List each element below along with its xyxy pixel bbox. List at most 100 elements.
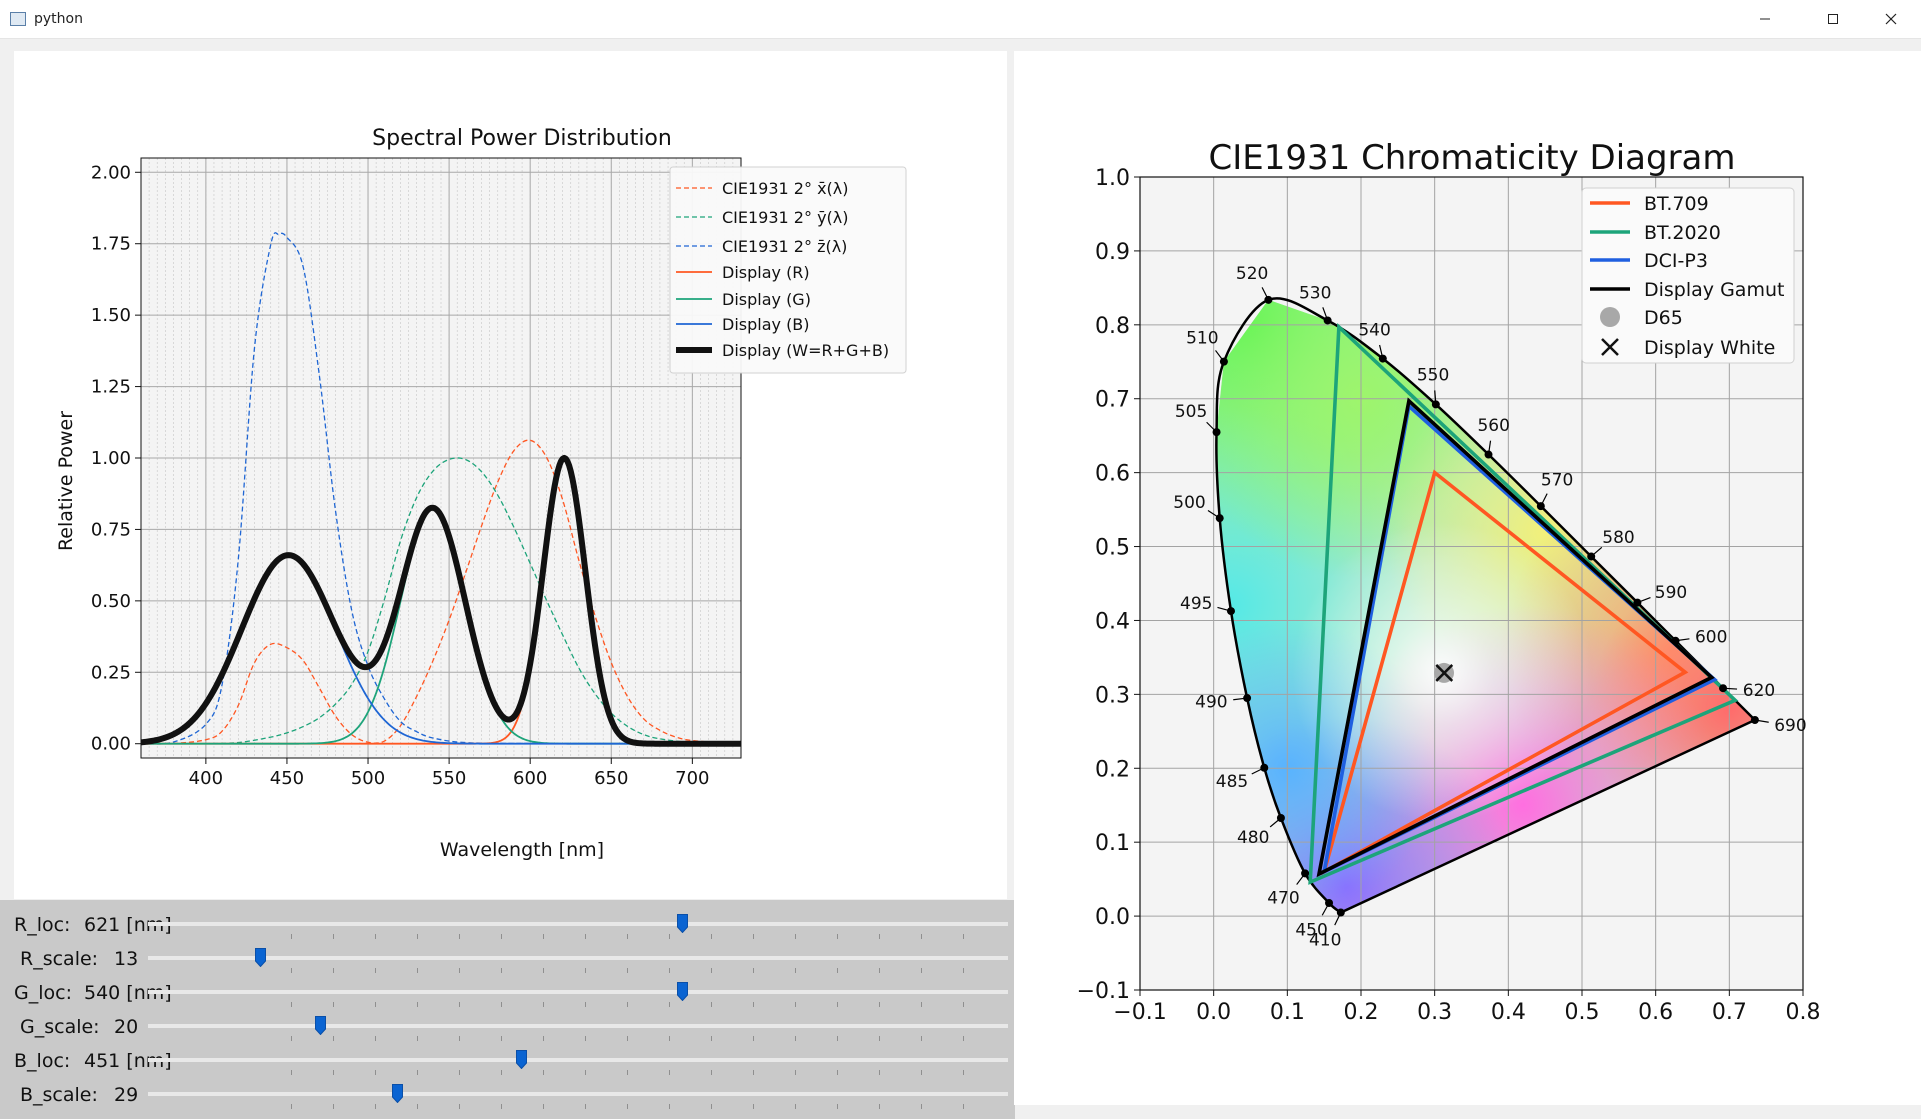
slider-handle[interactable] (677, 982, 688, 1001)
cie-y-tick-label: 0.7 (1095, 388, 1130, 413)
slider-tick (963, 1036, 964, 1041)
slider-tick (753, 934, 754, 939)
spd-y-axis-label: Relative Power (55, 411, 77, 551)
slider-handle[interactable] (392, 1084, 403, 1103)
spd-chart-title: Spectral Power Distribution (372, 126, 672, 151)
slider-handle[interactable] (315, 1016, 326, 1035)
slider-track[interactable] (148, 1058, 1008, 1062)
cie-wavelength-label: 500 (1173, 493, 1205, 513)
slider-tick (837, 1036, 838, 1041)
slider-tick (375, 1104, 376, 1109)
spd-y-tick-label: 0.25 (91, 662, 131, 683)
slider-row-b-scale: B_scale: 29 (0, 1078, 1015, 1112)
slider-row-r-scale: R_scale: 13 (0, 942, 1015, 976)
slider-tick (459, 934, 460, 939)
cie-wavelength-label: 580 (1602, 528, 1634, 548)
cie-wavelength-label: 530 (1299, 283, 1331, 303)
slider-tick (921, 934, 922, 939)
cie-y-tick-label: 0.1 (1095, 831, 1130, 856)
spd-y-tick-label: 0.00 (91, 734, 131, 755)
close-button[interactable] (1868, 0, 1914, 38)
minimize-icon (1759, 13, 1771, 25)
slider-track[interactable] (148, 922, 1008, 926)
slider-tick (795, 934, 796, 939)
slider-row-b-loc: B_loc: 451 [nm] (0, 1044, 1015, 1078)
slider-tick (711, 968, 712, 973)
slider-label: R_scale: (20, 948, 98, 970)
slider-tick (501, 934, 502, 939)
slider-tick (795, 968, 796, 973)
slider-track[interactable] (148, 956, 1008, 960)
spd-legend-label: Display (W=R+G+B) (722, 341, 889, 360)
cie-x-tick-label: 0.1 (1270, 1000, 1305, 1025)
slider-tick (375, 1070, 376, 1075)
slider-tick (333, 1104, 334, 1109)
slider-tick (543, 1104, 544, 1109)
cie-wavelength-label: 510 (1186, 329, 1218, 349)
slider-tick (543, 1036, 544, 1041)
cie-chart[interactable]: −0.1 0.0 0.1 0.2 0.3 0.4 0.5 0.6 0.7 0.8 −0.1 0.0 0.… (1014, 51, 1921, 1105)
cie-wavelength-label: 480 (1237, 828, 1269, 848)
slider-label: G_scale: (20, 1016, 100, 1038)
cie-wavelength-label: 540 (1358, 320, 1390, 340)
maximize-icon (1827, 13, 1839, 25)
slider-tick (333, 968, 334, 973)
slider-tick (291, 1104, 292, 1109)
slider-tick (837, 1002, 838, 1007)
slider-tick (291, 934, 292, 939)
spd-y-tick-label: 1.75 (91, 234, 131, 255)
slider-tick (585, 1002, 586, 1007)
cie-wavelength-label: 570 (1541, 470, 1573, 490)
spd-legend-label: CIE1931 2° x̄(λ) (722, 179, 849, 198)
slider-tick (375, 968, 376, 973)
minimize-button[interactable] (1742, 0, 1788, 38)
spd-chart[interactable]: 400 450 500 550 600 650 700 0.00 0.25 0.50 0.75 1.0… (14, 51, 1007, 899)
slider-tick (837, 968, 838, 973)
slider-tick (711, 1002, 712, 1007)
cie-wavelength-label: 590 (1655, 583, 1687, 603)
slider-tick (963, 1002, 964, 1007)
slider-tick (837, 934, 838, 939)
slider-panel: R_loc: 621 [nm] R_scale: 13 G_loc: 540 [nm] G_… (0, 900, 1015, 1119)
spd-y-tick-label: 1.50 (91, 305, 131, 326)
cie-legend-swatch (1600, 307, 1620, 327)
spd-legend-label: Display (B) (722, 315, 810, 334)
cie-x-tick-label: 0.8 (1786, 1000, 1821, 1025)
cie-wavelength-label: 550 (1417, 366, 1449, 386)
slider-tick (711, 1070, 712, 1075)
slider-handle[interactable] (516, 1050, 527, 1069)
slider-tick (417, 1104, 418, 1109)
slider-tick (627, 1036, 628, 1041)
cie-locus-marker (1324, 316, 1332, 324)
slider-tick (375, 1036, 376, 1041)
cie-wavelength-label: 520 (1236, 264, 1268, 284)
slider-tick (459, 1002, 460, 1007)
slider-tick (375, 1002, 376, 1007)
cie-y-tick-label: 0.3 (1095, 683, 1130, 708)
maximize-button[interactable] (1810, 0, 1856, 38)
slider-track[interactable] (148, 1092, 1008, 1096)
slider-track[interactable] (148, 1024, 1008, 1028)
cie-locus-tick (1723, 688, 1737, 689)
slider-track[interactable] (148, 990, 1008, 994)
slider-handle[interactable] (255, 948, 266, 967)
slider-tick (501, 1070, 502, 1075)
cie-chart-panel: −0.1 0.0 0.1 0.2 0.3 0.4 0.5 0.6 0.7 0.8 −0.1 0.0 0.… (1014, 51, 1921, 1105)
slider-tick (543, 1002, 544, 1007)
spd-y-tick-label: 0.50 (91, 591, 131, 612)
slider-tick (417, 1002, 418, 1007)
cie-legend-label: BT.709 (1644, 193, 1709, 215)
slider-tick (459, 1104, 460, 1109)
cie-wavelength-label: 470 (1267, 888, 1299, 908)
slider-tick (333, 1002, 334, 1007)
slider-handle[interactable] (677, 914, 688, 933)
spd-x-tick-label: 450 (270, 768, 304, 789)
slider-tick (795, 1002, 796, 1007)
slider-tick (963, 1070, 964, 1075)
cie-x-tick-label: 0.2 (1344, 1000, 1379, 1025)
slider-tick (543, 1070, 544, 1075)
spd-chart-panel: 400 450 500 550 600 650 700 0.00 0.25 0.50 0.75 1.0… (14, 51, 1007, 899)
cie-y-tick-label: −0.1 (1077, 979, 1130, 1004)
cie-wavelength-label: 505 (1175, 402, 1207, 422)
slider-label: G_loc: (14, 982, 72, 1004)
